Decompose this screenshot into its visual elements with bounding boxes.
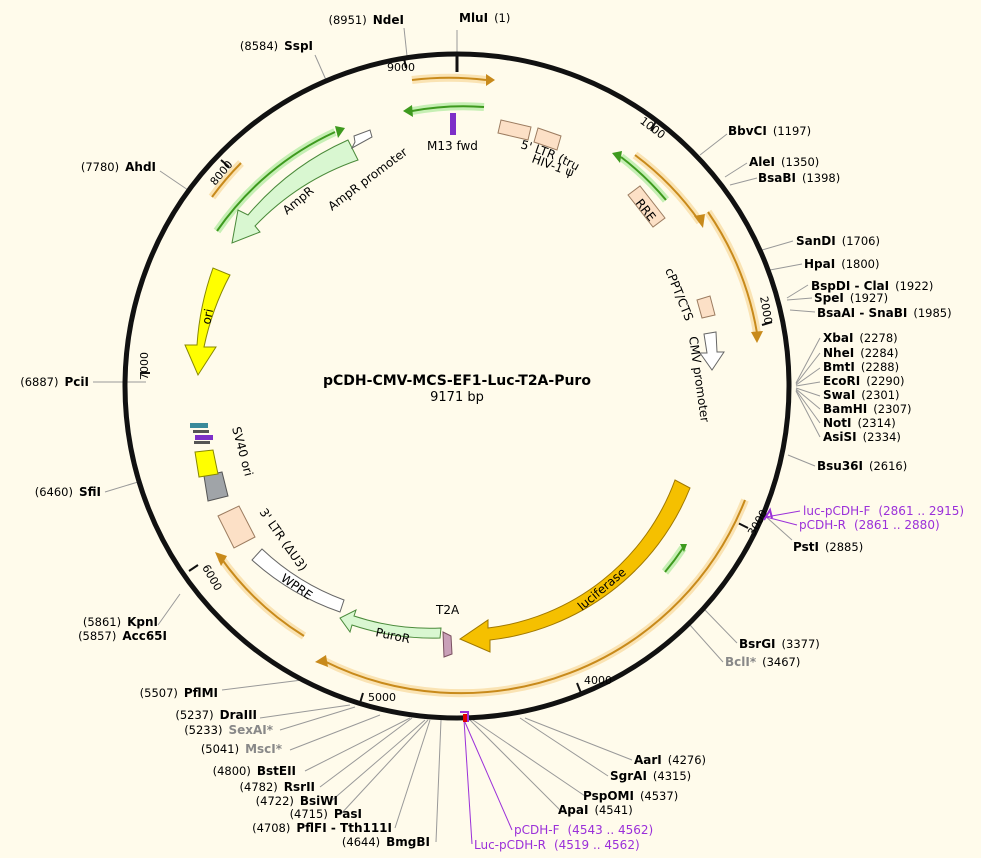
- sv40-box: [194, 449, 219, 478]
- site-label: AsiSI (2334): [823, 430, 901, 444]
- orf-arrowheads: [215, 74, 763, 667]
- site-label: HpaI (1800): [804, 257, 879, 271]
- site-label: (5507) PflMI: [140, 686, 218, 700]
- site-label: NheI (2284): [823, 346, 898, 360]
- ori-label: ori: [199, 307, 216, 325]
- feature-shapes: [184, 113, 725, 658]
- site-label: SgrAI (4315): [610, 769, 691, 783]
- site-label: (4644) BmgBI: [342, 835, 430, 849]
- green-arcs: [213, 102, 687, 575]
- green-arrowheads: [335, 105, 687, 552]
- tick-label: 4000: [584, 674, 612, 687]
- site-label: BspDI - ClaI (1922): [811, 279, 933, 293]
- tick-label: 7000: [138, 352, 151, 380]
- site-labels: MluI (1) (8951) NdeI (8584) SspI (7780) AhdI…: [20, 11, 951, 849]
- site-label: (6887) PciI: [20, 375, 89, 389]
- primer-label: Luc-pCDH-R (4519 .. 4562): [474, 838, 640, 852]
- site-label: (4782) RsrII: [240, 780, 315, 794]
- site-label: PspOMI (4537): [583, 789, 678, 803]
- site-label: (4715) PasI: [290, 807, 362, 821]
- site-label: BclI* (3467): [725, 655, 800, 669]
- site-label: BbvCI (1197): [728, 124, 811, 138]
- rre-box: [627, 185, 666, 228]
- cppt-box: [696, 295, 716, 319]
- ltr5-box: [497, 119, 532, 141]
- site-label: BsaBI (1398): [758, 171, 840, 185]
- ltr3-box: [217, 505, 256, 549]
- tick-label: 9000: [387, 61, 415, 74]
- ampr-promoter-arrow: [350, 129, 373, 150]
- hiv-box: [533, 127, 562, 151]
- site-label: NotI (2314): [823, 416, 896, 430]
- tick-label: 5000: [368, 691, 396, 704]
- site-label: (5233) SexAI*: [184, 723, 274, 737]
- sv40-detail: [194, 441, 210, 444]
- tick-marks: [140, 52, 773, 704]
- primer-marks: [460, 507, 773, 722]
- t2a-label: T2A: [435, 603, 460, 617]
- site-label: (8951) NdeI: [329, 13, 405, 27]
- site-label: PstI (2885): [793, 540, 863, 554]
- plasmid-name: pCDH-CMV-MCS-EF1-Luc-T2A-Puro: [323, 373, 591, 389]
- site-label: SpeI (1927): [814, 291, 888, 305]
- site-label: (5857) Acc65I: [78, 629, 167, 643]
- site-label: AleI (1350): [749, 155, 819, 169]
- site-label: (5237) DraIII: [175, 708, 257, 722]
- site-label: (4722) BsiWI: [256, 794, 338, 808]
- site-label: (4708) PflFI - Tth111I: [252, 821, 392, 835]
- cmv-arrow: [699, 331, 725, 371]
- site-label: (5861) KpnI: [83, 615, 158, 629]
- site-label: (5041) MscI*: [201, 742, 283, 756]
- site-label: (7780) AhdI: [81, 160, 156, 174]
- m13fwd-marker: [450, 113, 456, 135]
- tick-label: 2000: [757, 295, 775, 325]
- t2a-box: [442, 631, 453, 658]
- site-label: AarI (4276): [634, 753, 706, 767]
- primer-label: luc-pCDH-F (2861 .. 2915): [803, 504, 964, 518]
- site-label: (4800) BstEII: [213, 764, 296, 778]
- sv40-detail: [195, 435, 213, 440]
- sv40-detail: [190, 423, 208, 428]
- site-label: SanDI (1706): [796, 234, 880, 248]
- ampr-arrow: [231, 139, 359, 244]
- site-label: SwaI (2301): [823, 388, 900, 402]
- primer-leader-lines: [463, 510, 801, 845]
- site-label: BsaAI - SnaBI (1985): [817, 306, 952, 320]
- site-label: Bsu36I (2616): [817, 459, 907, 473]
- site-label: BsrGI (3377): [739, 637, 820, 651]
- primer-labels: luc-pCDH-F (2861 .. 2915) pCDH-R (2861 .. …: [474, 504, 964, 852]
- plasmid-length: 9171 bp: [430, 390, 484, 405]
- site-label: ApaI (4541): [558, 803, 633, 817]
- site-label: EcoRI (2290): [823, 374, 905, 388]
- site-label: (6460) SfiI: [35, 485, 101, 499]
- site-leader-lines: [93, 27, 821, 843]
- site-label: BmtI (2288): [823, 360, 899, 374]
- primer-label: pCDH-F (4543 .. 4562): [514, 823, 653, 837]
- primer-label: pCDH-R (2861 .. 2880): [799, 518, 940, 532]
- m13fwd-label: M13 fwd: [427, 139, 478, 153]
- wpre-box: [251, 548, 345, 613]
- site-label: MluI (1): [459, 11, 510, 25]
- site-label: (8584) SspI: [240, 39, 313, 53]
- puror-arrow: [339, 609, 442, 639]
- luciferase-arrow: [458, 479, 691, 653]
- sv40-detail: [193, 430, 209, 433]
- ori-arrow: [184, 267, 231, 377]
- site-label: XbaI (2278): [823, 331, 898, 345]
- site-label: BamHI (2307): [823, 402, 912, 416]
